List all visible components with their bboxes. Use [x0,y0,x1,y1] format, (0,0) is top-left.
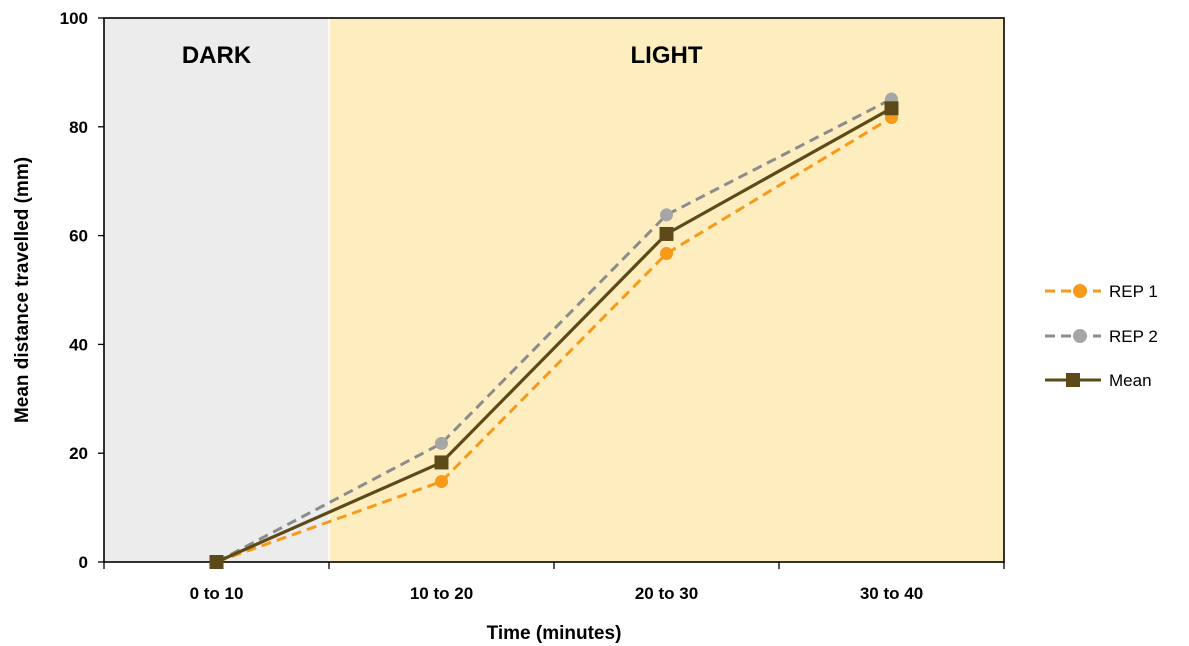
series-line-rep-1 [215,116,893,564]
legend-marker-mean [1066,373,1080,387]
data-point-mean [884,101,899,116]
x-axis-title: Time (minutes) [487,623,622,644]
data-point-rep-1 [435,474,448,488]
data-point-mean [659,226,674,241]
x-tick-label: 10 to 20 [410,584,473,603]
y-tick-label: 0 [79,553,88,572]
legend-label-rep-2: REP 2 [1109,327,1158,346]
x-tick-label: 20 to 30 [635,584,698,603]
data-point-rep-2 [660,208,673,222]
region-label-dark: DARK [182,42,252,69]
data-point-rep-2 [435,436,448,450]
y-axis-title: Mean distance travelled (mm) [12,157,33,423]
y-tick-label: 100 [60,9,88,28]
region-dark-band [104,18,329,562]
y-tick-label: 40 [69,335,88,354]
region-light-band [329,18,1004,562]
series-mean [209,101,899,569]
legend-marker-rep-2 [1073,329,1087,343]
data-point-rep-1 [660,247,673,261]
y-tick-label: 60 [69,227,88,246]
region-label-light: LIGHT [631,42,703,69]
y-tick-label: 80 [69,118,88,137]
legend-marker-rep-1 [1073,284,1087,298]
data-point-mean [209,555,224,569]
legend-label-mean: Mean [1109,371,1152,390]
series-line-mean [215,106,893,564]
y-tick-label: 20 [69,444,88,463]
legend-label-rep-1: REP 1 [1109,282,1158,301]
data-point-mean [434,455,449,470]
x-tick-label: 0 to 10 [190,584,244,603]
x-tick-label: 30 to 40 [860,584,923,603]
